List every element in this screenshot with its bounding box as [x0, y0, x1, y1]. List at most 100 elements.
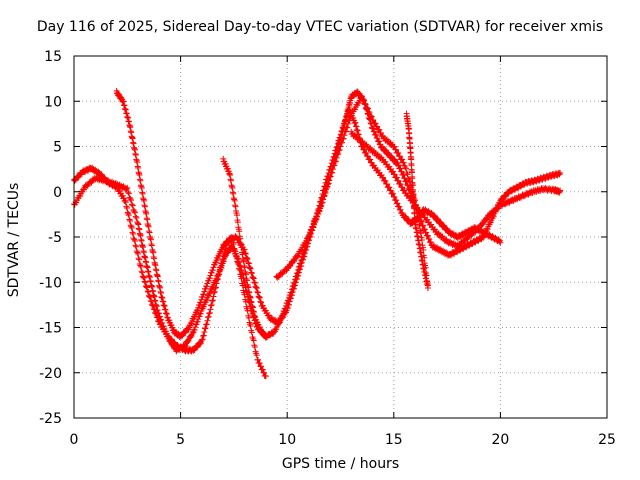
data-marks — [71, 88, 564, 380]
data-point-interp — [191, 326, 198, 333]
data-point-interp — [317, 203, 324, 210]
data-point-interp — [391, 193, 398, 200]
data-point-interp — [128, 225, 135, 232]
data-point-interp — [426, 235, 433, 242]
data-point-interp — [205, 313, 212, 320]
data-point-interp — [262, 307, 269, 314]
data-point-interp — [239, 282, 246, 289]
data-point-interp — [241, 291, 248, 298]
data-point-interp — [133, 243, 140, 250]
data-point-interp — [123, 204, 130, 211]
data-point-interp — [128, 201, 135, 208]
data-point-interp — [249, 273, 256, 280]
data-point-interp — [296, 266, 303, 273]
data-point-interp — [194, 318, 201, 325]
data-point — [207, 306, 214, 313]
data-point-interp — [258, 299, 265, 306]
data-point-interp — [248, 329, 255, 336]
data-point-interp — [282, 308, 289, 315]
data-point-interp — [197, 299, 204, 306]
data-point-interp — [252, 283, 259, 290]
x-tick-label: 10 — [278, 432, 296, 448]
data-point-interp — [290, 285, 297, 292]
y-tick-label: -5 — [48, 230, 62, 246]
data-point-interp — [329, 169, 336, 176]
x-tick-label: 5 — [176, 432, 185, 448]
data-point-interp — [372, 120, 379, 127]
data-point-interp — [248, 269, 255, 276]
y-tick-label: -10 — [39, 275, 62, 291]
data-point-interp — [202, 285, 209, 292]
data-point-interp — [371, 128, 378, 135]
data-point-interp — [131, 208, 138, 215]
data-point-interp — [293, 275, 300, 282]
data-point-interp — [393, 197, 400, 204]
data-point-interp — [197, 310, 204, 317]
data-point-interp — [231, 245, 238, 252]
data-point-interp — [214, 275, 221, 282]
data-point-interp — [209, 298, 216, 305]
data-point-interp — [214, 276, 221, 283]
data-point-interp — [256, 294, 263, 301]
data-point-interp — [124, 209, 131, 216]
data-point-interp — [135, 255, 142, 262]
data-point-interp — [373, 131, 380, 138]
data-point-interp — [220, 252, 227, 259]
data-point-interp — [368, 113, 375, 120]
data-point-interp — [126, 216, 133, 223]
data-point-interp — [211, 288, 218, 295]
data-point — [122, 197, 129, 204]
data-point-interp — [339, 139, 346, 146]
data-point-interp — [310, 223, 317, 230]
data-point-interp — [242, 250, 249, 257]
data-point-interp — [229, 235, 236, 242]
data-point-interp — [235, 261, 242, 268]
data-point-interp — [424, 232, 431, 239]
data-point-interp — [395, 162, 402, 169]
data-point-interp — [127, 222, 134, 229]
data-point-interp — [423, 229, 430, 236]
data-point-interp — [397, 206, 404, 213]
data-point-interp — [128, 197, 135, 204]
data-point-interp — [391, 171, 398, 178]
data-point-interp — [150, 302, 157, 309]
data-point — [358, 93, 365, 100]
data-point-interp — [367, 156, 374, 163]
data-point-interp — [200, 332, 207, 339]
data-point-interp — [208, 301, 215, 308]
data-point-interp — [323, 184, 330, 191]
data-point-interp — [342, 128, 349, 135]
data-point-interp — [231, 246, 238, 253]
data-point-interp — [292, 282, 299, 289]
data-point-interp — [122, 199, 129, 206]
data-point-interp — [233, 252, 240, 259]
data-point-interp — [421, 226, 428, 233]
data-point-interp — [139, 273, 146, 280]
data-point-interp — [159, 323, 166, 330]
data-point-interp — [332, 158, 339, 165]
data-point-interp — [136, 256, 143, 263]
x-tick-label: 15 — [385, 432, 403, 448]
data-point-interp — [418, 218, 425, 225]
data-point-interp — [261, 369, 268, 376]
data-point-interp — [289, 292, 296, 299]
data-point-interp — [234, 259, 241, 266]
data-point-interp — [301, 250, 308, 257]
data-point-interp — [205, 277, 212, 284]
data-point-interp — [254, 289, 261, 296]
data-point-interp — [142, 279, 149, 286]
data-point-interp — [247, 265, 254, 272]
data-point-interp — [406, 177, 413, 184]
data-point — [250, 274, 257, 281]
data-point-interp — [304, 243, 311, 250]
data-point-interp — [396, 153, 403, 160]
data-point-interp — [204, 317, 211, 324]
data-point-interp — [256, 294, 263, 301]
data-point-interp — [236, 228, 243, 235]
data-point-interp — [127, 217, 134, 224]
data-point — [316, 207, 323, 214]
data-point-interp — [254, 356, 261, 363]
data-point-interp — [247, 322, 254, 329]
data-point — [241, 246, 248, 253]
data-point-interp — [397, 165, 404, 172]
